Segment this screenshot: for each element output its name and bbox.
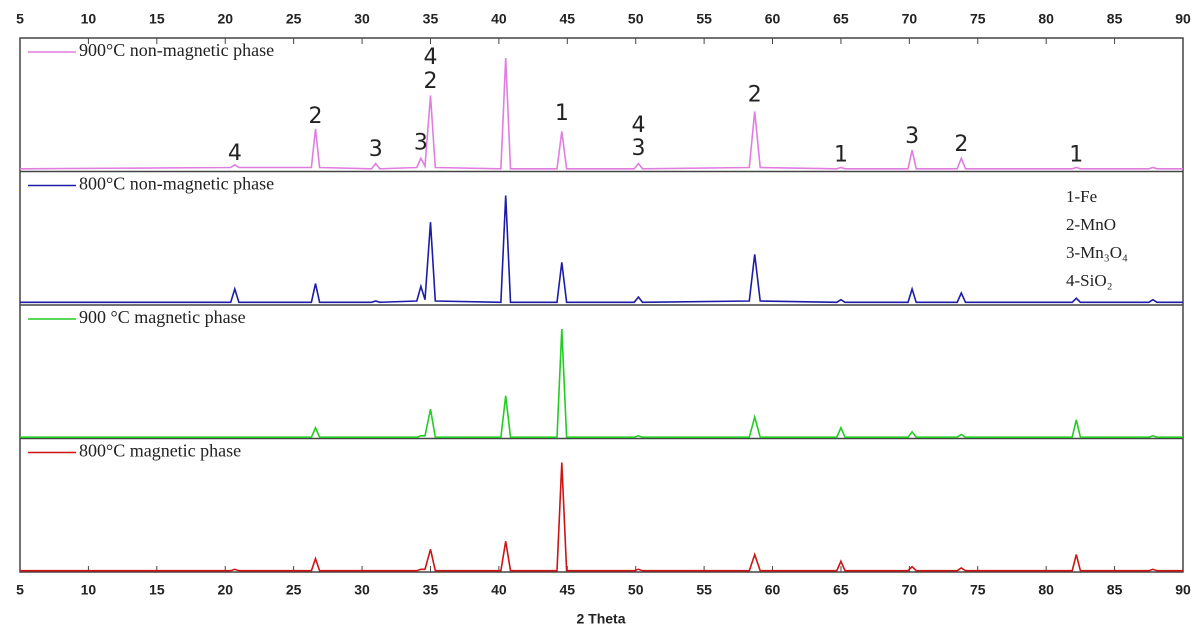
- x-tick-label-top: 85: [1107, 11, 1123, 27]
- x-tick-label: 30: [354, 582, 370, 598]
- phase-key-item: 4-SiO₂: [1066, 271, 1113, 290]
- peak-label: 2: [748, 82, 762, 107]
- peak-label: 3: [905, 124, 919, 149]
- series-line: [19, 57, 1183, 170]
- phase-key-item: 2-MnO: [1066, 215, 1116, 234]
- x-tick-label: 20: [217, 582, 233, 598]
- x-tick-label: 45: [560, 582, 576, 598]
- peak-label: 2: [309, 104, 323, 129]
- x-tick-label: 15: [149, 582, 165, 598]
- x-tick-label: 70: [902, 582, 918, 598]
- x-tick-label: 90: [1175, 582, 1191, 598]
- peak-label: 4: [228, 141, 242, 166]
- x-tick-label-top: 75: [970, 11, 986, 27]
- peak-label: 1: [555, 101, 569, 126]
- phase-key-item: 3-Mn₃O₄: [1066, 243, 1128, 262]
- x-tick-label-top: 45: [560, 11, 576, 27]
- peak-label: 2: [954, 132, 968, 157]
- legend-label: 800°C magnetic phase: [79, 441, 241, 461]
- series-line: [20, 328, 1183, 438]
- x-tick-label-top: 30: [354, 11, 370, 27]
- peak-label: 4: [631, 113, 645, 138]
- x-tick-label-top: 35: [423, 11, 439, 27]
- peak-label: 3: [631, 136, 645, 161]
- x-tick-label: 65: [833, 582, 849, 598]
- x-tick-label: 25: [286, 582, 302, 598]
- x-tick-label-top: 90: [1175, 11, 1191, 27]
- x-tick-label-top: 50: [628, 11, 644, 27]
- peak-label: 3: [369, 137, 383, 162]
- x-tick-label: 35: [423, 582, 439, 598]
- x-tick-label-top: 15: [149, 11, 165, 27]
- x-axis-label: 2 Theta: [576, 611, 625, 627]
- x-tick-label-top: 5: [16, 11, 24, 27]
- x-tick-label: 80: [1038, 582, 1054, 598]
- x-tick-label: 85: [1107, 582, 1123, 598]
- x-tick-label: 55: [696, 582, 712, 598]
- x-tick-label-top: 80: [1038, 11, 1054, 27]
- x-tick-label-top: 65: [833, 11, 849, 27]
- peak-label: 4: [423, 45, 437, 70]
- series-line: [20, 195, 1183, 304]
- peak-label: 2: [423, 69, 437, 94]
- x-tick-label-top: 40: [491, 11, 507, 27]
- legend-label: 900°C non-magnetic phase: [79, 40, 274, 60]
- x-tick-label: 50: [628, 582, 644, 598]
- x-tick-label-top: 25: [286, 11, 302, 27]
- x-tick-label-top: 10: [81, 11, 97, 27]
- x-tick-label: 40: [491, 582, 507, 598]
- x-tick-label-top: 20: [217, 11, 233, 27]
- phase-key-item: 1-Fe: [1066, 187, 1097, 206]
- x-tick-label: 60: [765, 582, 781, 598]
- x-tick-label-top: 60: [765, 11, 781, 27]
- x-tick-label-top: 70: [902, 11, 918, 27]
- peak-label: 1: [834, 142, 848, 167]
- peak-label: 3: [414, 130, 428, 155]
- x-tick-label-top: 55: [696, 11, 712, 27]
- series-line: [20, 462, 1183, 572]
- peak-label: 1: [1069, 142, 1083, 167]
- x-tick-label: 10: [81, 582, 97, 598]
- legend-label: 800°C non-magnetic phase: [79, 174, 274, 194]
- x-tick-label: 75: [970, 582, 986, 598]
- legend-label: 900 °C magnetic phase: [79, 307, 246, 327]
- x-tick-label: 5: [16, 582, 24, 598]
